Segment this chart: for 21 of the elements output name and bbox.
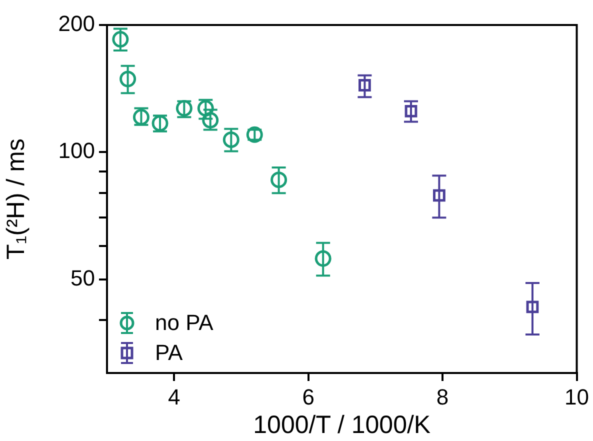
point (404, 105, 418, 118)
y-tick-label: 200 (58, 11, 95, 36)
point (526, 300, 539, 314)
point (314, 250, 332, 267)
point (358, 79, 371, 92)
x-tick-label: 10 (564, 384, 590, 410)
point (112, 31, 129, 48)
y-axis-title: T₁(²H) / ms (2, 138, 30, 260)
x-axis-title: 1000/T / 1000/K (253, 410, 431, 439)
point (432, 189, 446, 202)
point (120, 70, 136, 88)
y-tick-label: 100 (58, 138, 95, 164)
legend-label: no PA (155, 310, 214, 336)
point (197, 100, 214, 117)
legend-label: PA (155, 340, 184, 366)
x-tick-label: 4 (168, 384, 180, 410)
y-tick-label: 50 (70, 265, 95, 290)
point (222, 131, 240, 148)
x-tick-label: 6 (302, 384, 314, 410)
point (270, 172, 288, 188)
x-tick-label: 8 (436, 384, 449, 410)
